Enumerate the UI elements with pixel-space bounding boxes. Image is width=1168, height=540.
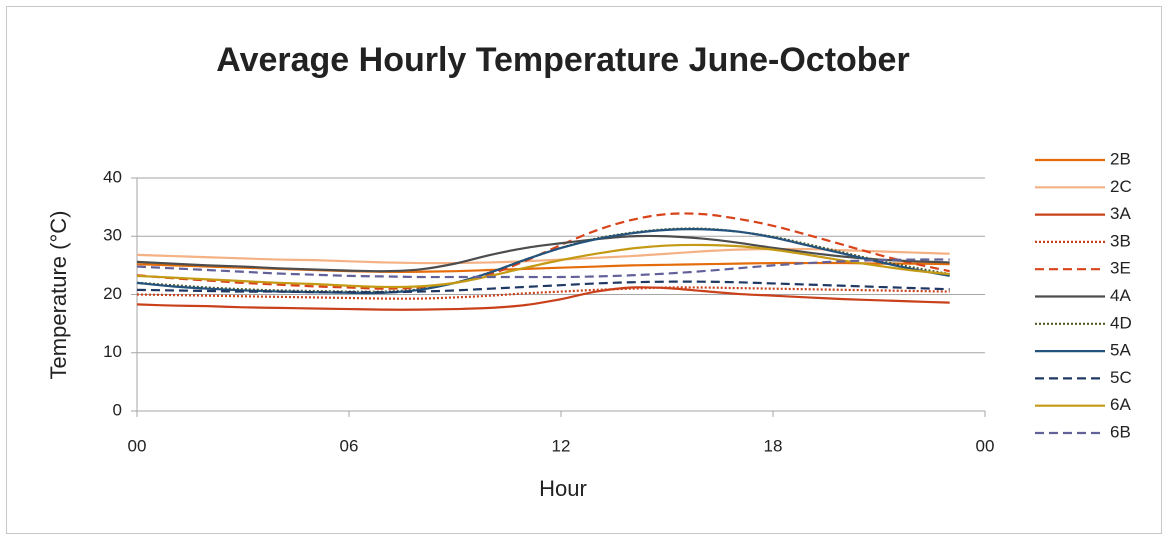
chart-title: Average Hourly Temperature June-October (216, 41, 909, 79)
series-line (136, 247, 950, 265)
legend-label: 5C (1110, 368, 1132, 387)
series-line (136, 286, 950, 311)
x-tick-label: 06 (340, 436, 359, 455)
x-tick-label: 12 (552, 436, 571, 455)
series-line (136, 228, 950, 295)
x-tick-label: 00 (976, 436, 995, 455)
x-tick-label: 00 (128, 436, 147, 455)
x-axis-label: Hour (539, 476, 587, 501)
series-line (136, 234, 950, 273)
legend-label: 3A (1110, 204, 1131, 223)
y-tick-label: 0 (113, 400, 122, 419)
y-axis-label: Temperature (°C) (46, 211, 71, 380)
y-tick-label: 10 (103, 342, 122, 361)
legend-label: 6B (1110, 422, 1131, 441)
series-line (136, 227, 950, 293)
y-tick-label: 40 (103, 167, 122, 186)
legend-label: 4A (1110, 286, 1131, 305)
y-tick-label: 30 (103, 226, 122, 245)
legend-label: 3B (1110, 231, 1131, 250)
legend-label: 3E (1110, 259, 1131, 278)
x-tick-label: 18 (764, 436, 783, 455)
series-line (136, 258, 950, 279)
series-line (136, 243, 950, 289)
legend-label: 5A (1110, 341, 1131, 360)
legend-label: 4D (1110, 313, 1132, 332)
y-tick-label: 20 (103, 284, 122, 303)
legend-label: 6A (1110, 395, 1131, 414)
series-line (136, 280, 950, 294)
legend-label: 2B (1110, 149, 1131, 168)
legend-label: 2C (1110, 177, 1132, 196)
